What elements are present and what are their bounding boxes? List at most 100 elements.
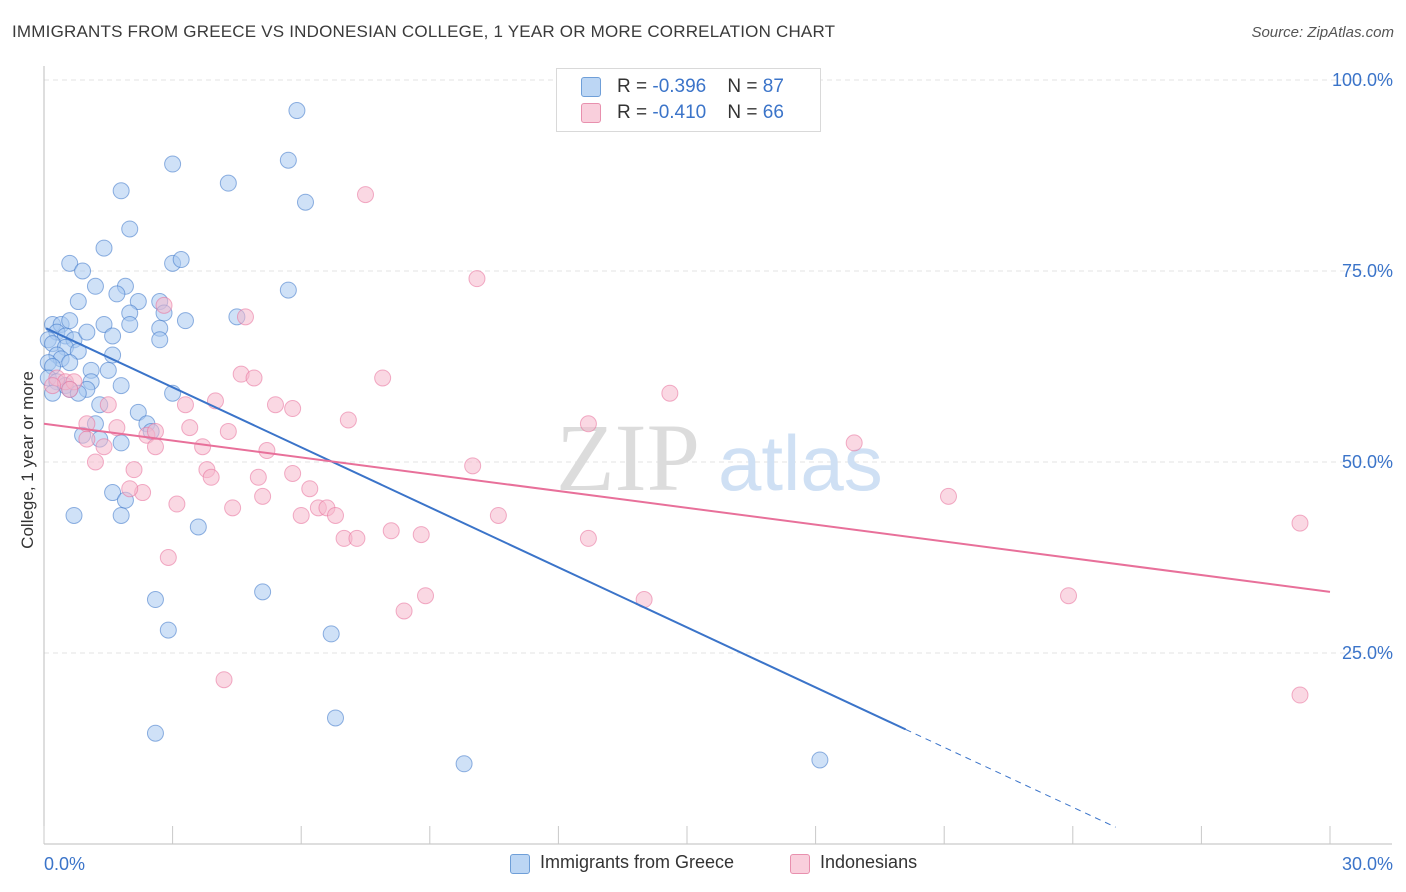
point-indonesians (245, 369, 263, 387)
bottom-legend-label-greece: Immigrants from Greece (540, 852, 735, 872)
point-indonesians (155, 296, 173, 314)
point-indonesians (284, 464, 302, 482)
legend-swatch-greece (581, 77, 601, 97)
bottom-legend-swatch-indonesians (790, 854, 810, 874)
point-indonesians (44, 377, 62, 395)
point-indonesians (176, 396, 194, 414)
point-greece (61, 354, 79, 372)
y-tick-label: 100.0% (1332, 70, 1393, 90)
point-greece (112, 182, 130, 200)
point-greece (104, 327, 122, 345)
point-greece (254, 583, 272, 601)
watermark-zip: ZIP (556, 404, 700, 511)
point-greece (104, 484, 122, 502)
y-axis-label: College, 1 year or more (18, 371, 37, 549)
point-indonesians (181, 419, 199, 437)
point-greece (61, 254, 79, 272)
point-indonesians (395, 602, 413, 620)
point-indonesians (146, 438, 164, 456)
point-indonesians (284, 400, 302, 418)
point-greece (129, 293, 147, 311)
point-greece (104, 346, 122, 364)
trendline-greece (45, 327, 907, 731)
point-greece (146, 591, 164, 609)
y-tick-label: 50.0% (1342, 452, 1393, 472)
point-greece (219, 174, 237, 192)
x-tick-label: 0.0% (44, 854, 85, 874)
point-greece (86, 277, 104, 295)
point-greece (288, 102, 306, 120)
x-tick-label: 30.0% (1342, 854, 1393, 874)
legend-n-value: 66 (762, 102, 784, 123)
point-greece (112, 434, 130, 452)
chart-title: IMMIGRANTS FROM GREECE VS INDONESIAN COL… (12, 22, 836, 41)
point-indonesians (348, 529, 366, 547)
point-indonesians (661, 384, 679, 402)
point-indonesians (215, 671, 233, 689)
point-indonesians (417, 587, 435, 605)
point-greece (326, 709, 344, 727)
legend-swatch-indonesians (581, 103, 601, 123)
tick-label-layer: 25.0% 50.0% 75.0% 100.0% 0.0% 30.0% (44, 70, 1393, 874)
point-greece (176, 312, 194, 330)
y-tick-label: 75.0% (1342, 261, 1393, 281)
point-greece (74, 262, 92, 280)
legend-r-label: R = (617, 102, 653, 123)
bottom-legend-swatch-greece (510, 854, 530, 874)
point-greece (811, 751, 829, 769)
point-indonesians (258, 442, 276, 460)
legend-r-value: -0.410 (652, 102, 707, 123)
trendline-indonesians (43, 422, 1331, 593)
point-greece (146, 724, 164, 742)
point-indonesians (1291, 686, 1309, 704)
point-indonesians (224, 499, 242, 517)
point-indonesians (86, 453, 104, 471)
point-indonesians (219, 422, 237, 440)
point-greece (159, 621, 177, 639)
point-greece (279, 151, 297, 169)
legend-r-label: R = (617, 76, 653, 97)
point-greece (164, 155, 182, 173)
legend-n-label: N = (727, 76, 763, 97)
point-indonesians (202, 468, 220, 486)
point-indonesians (266, 396, 284, 414)
point-greece (99, 361, 117, 379)
point-indonesians (845, 434, 863, 452)
legend-n-label: N = (727, 102, 763, 123)
point-indonesians (579, 529, 597, 547)
point-greece (95, 315, 113, 333)
point-indonesians (357, 186, 374, 204)
point-indonesians (99, 396, 117, 414)
point-indonesians (339, 411, 357, 429)
stats-legend: R = -0.396 N = 87 R = -0.410 N = 66 (556, 68, 821, 132)
point-indonesians (236, 308, 254, 326)
source-label: Source: ZipAtlas.com (1251, 24, 1394, 41)
point-indonesians (489, 506, 507, 524)
point-indonesians (121, 480, 139, 498)
trendline-greece-extension (905, 728, 1116, 828)
point-greece (112, 506, 130, 524)
point-greece (189, 518, 207, 536)
point-indonesians (95, 438, 113, 456)
point-greece (455, 755, 473, 773)
point-indonesians (468, 270, 486, 288)
point-indonesians (1060, 587, 1078, 605)
point-greece (95, 239, 113, 257)
point-greece (172, 251, 190, 269)
point-indonesians (168, 495, 186, 513)
point-greece (322, 625, 340, 643)
point-greece (108, 285, 126, 303)
point-greece (296, 193, 314, 211)
point-indonesians (579, 415, 597, 433)
grid-layer (44, 79, 1390, 654)
point-indonesians (159, 549, 177, 566)
point-indonesians (125, 461, 143, 479)
point-greece (65, 506, 83, 524)
point-indonesians (382, 522, 400, 540)
bottom-legend-label-indonesians: Indonesians (820, 852, 918, 872)
trend-layer (43, 327, 1331, 828)
legend-r-value: -0.396 (652, 76, 707, 97)
point-greece (121, 220, 139, 238)
point-greece (151, 331, 169, 349)
point-indonesians (326, 506, 344, 524)
